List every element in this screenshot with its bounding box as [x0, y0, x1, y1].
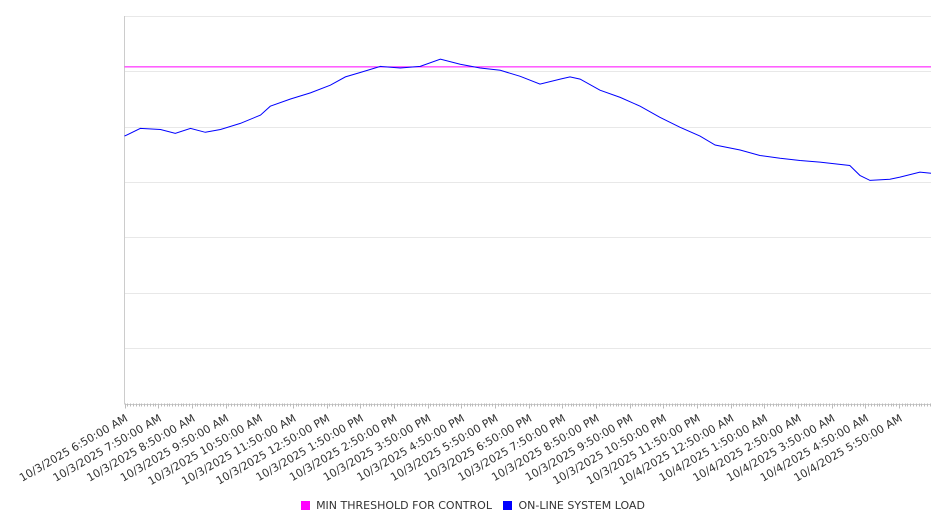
- x-axis-ticks: [125, 403, 931, 409]
- series-group: [124, 58, 932, 181]
- legend: MIN THRESHOLD FOR CONTROL ON-LINE SYSTEM…: [0, 499, 946, 513]
- legend-label-threshold: MIN THRESHOLD FOR CONTROL: [316, 499, 492, 512]
- legend-swatch-load: [503, 501, 513, 510]
- legend-item-threshold[interactable]: MIN THRESHOLD FOR CONTROL: [301, 499, 492, 512]
- gridlines: [124, 16, 931, 405]
- system-load-line: [124, 58, 932, 181]
- legend-swatch-threshold: [301, 501, 311, 510]
- legend-label-load: ON-LINE SYSTEM LOAD: [518, 499, 645, 512]
- legend-item-load[interactable]: ON-LINE SYSTEM LOAD: [503, 499, 645, 512]
